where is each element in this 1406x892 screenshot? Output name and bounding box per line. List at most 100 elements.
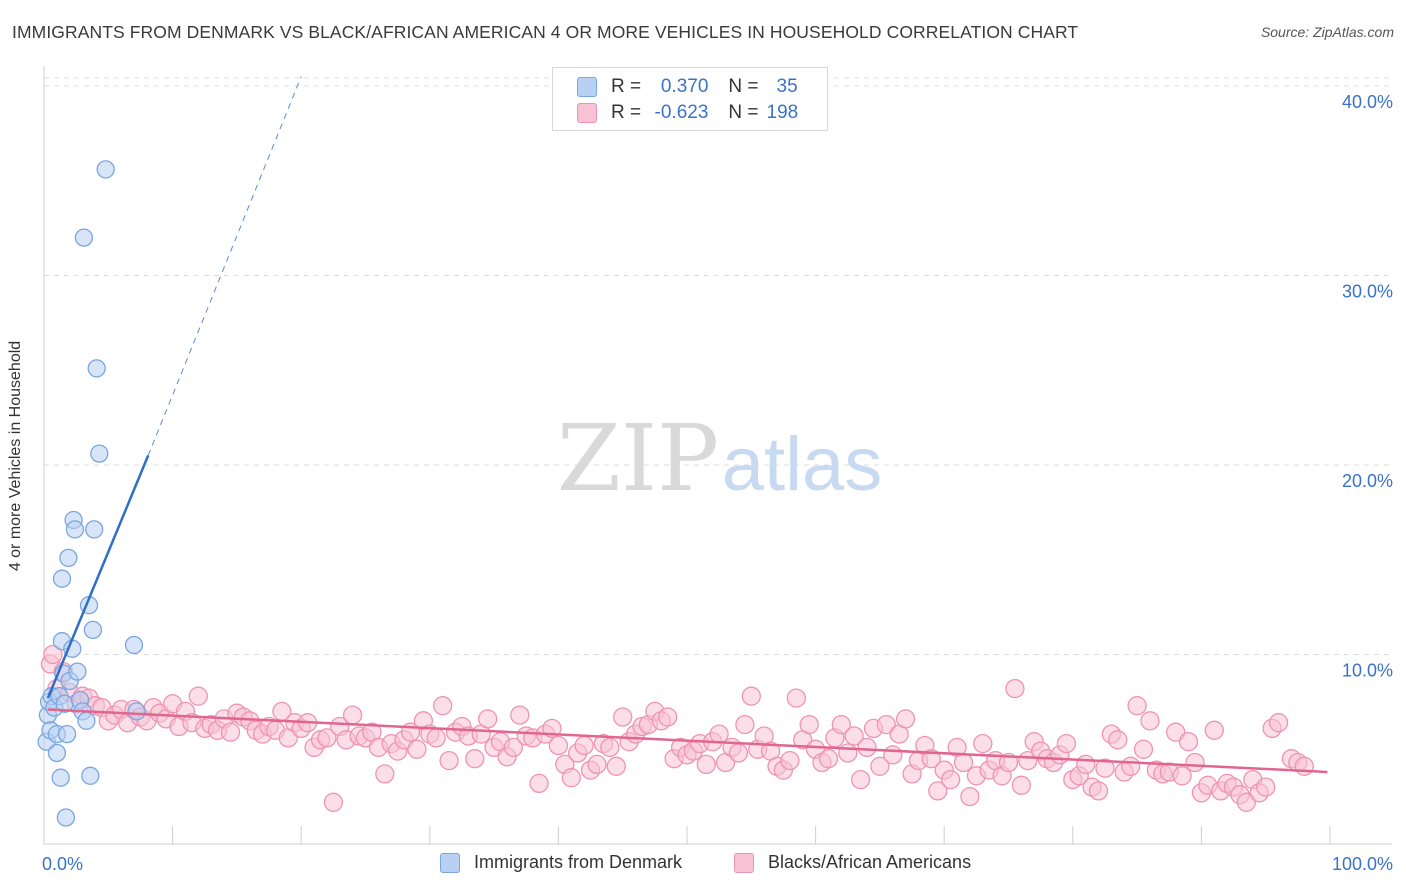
denmark-point-27 (82, 767, 99, 784)
black-point-62 (434, 697, 452, 715)
black-point-119 (800, 716, 818, 734)
black-point-127 (852, 771, 870, 789)
denmark-point-16 (60, 549, 77, 566)
y-tick-label-30: 30.0% (1342, 282, 1393, 302)
denmark-point-13 (54, 570, 71, 587)
black-point-128 (858, 738, 876, 756)
black-point-110 (742, 687, 760, 705)
black-point-179 (1186, 754, 1204, 772)
denmark-point-25 (78, 712, 95, 729)
black-point-69 (479, 710, 497, 728)
black-point-195 (1295, 757, 1313, 775)
black-point-109 (736, 716, 754, 734)
black-point-90 (614, 708, 632, 726)
black-point-132 (884, 746, 902, 764)
black-point-67 (466, 750, 484, 768)
denmark-point-29 (86, 521, 103, 538)
watermark-atlas: atlas (722, 422, 883, 507)
denmark-point-28 (84, 621, 101, 638)
legend-label-denmark: Immigrants from Denmark (474, 852, 682, 873)
black-point-74 (511, 706, 529, 724)
black-point-63 (440, 752, 458, 770)
denmark-point-21 (69, 663, 86, 680)
black-point-29 (222, 723, 240, 741)
legend-label-black: Blacks/African Americans (768, 852, 971, 873)
black-point-178 (1180, 733, 1198, 751)
black-point-103 (697, 755, 715, 773)
watermark: ZIP atlas (557, 405, 882, 512)
black-point-86 (588, 755, 606, 773)
legend-swatch-pink (734, 853, 754, 873)
y-tick-label-10: 10.0% (1342, 661, 1393, 681)
denmark-point-7 (48, 745, 65, 762)
black-point-169 (1122, 757, 1140, 775)
black-point-80 (549, 737, 567, 755)
black-point-162 (1077, 755, 1095, 773)
legend-item-black: Blacks/African Americans (734, 852, 971, 873)
denmark-point-15 (59, 726, 76, 743)
black-point-125 (839, 744, 857, 762)
denmark-point-31 (91, 445, 108, 462)
black-point-190 (1257, 778, 1275, 796)
legend-r-label: R = (611, 102, 641, 124)
black-point-84 (575, 737, 593, 755)
black-point-48 (344, 706, 362, 724)
black-point-164 (1090, 782, 1108, 800)
black-point-152 (1012, 776, 1030, 794)
denmark-point-34 (128, 703, 145, 720)
black-point-89 (607, 757, 625, 775)
legend-r-value: 0.370 (646, 76, 708, 98)
black-point-141 (942, 771, 960, 789)
denmark-point-20 (66, 521, 83, 538)
denmark-point-32 (97, 161, 114, 178)
y-axis-label: 4 or more Vehicles in Household (7, 341, 25, 571)
black-point-182 (1205, 721, 1223, 739)
legend-r-label: R = (611, 76, 641, 98)
trend-line-denmark-extension (148, 77, 301, 456)
legend-swatch-pink (577, 103, 597, 123)
legend-row-black: R = -0.623 N = 198 (577, 101, 798, 125)
black-point-58 (408, 740, 426, 758)
series-blacks-african-americans-points (41, 646, 1313, 812)
legend-n-value: 198 (767, 102, 799, 124)
scatter-chart: ZIP atlas 10.0%20.0%30.0%40.0%0.0% 100.0% (0, 0, 1406, 892)
y-tick-label-20: 20.0% (1342, 471, 1393, 491)
black-point-61 (427, 729, 445, 747)
black-point-134 (897, 710, 915, 728)
denmark-point-30 (88, 360, 105, 377)
black-point-192 (1270, 714, 1288, 732)
denmark-point-33 (126, 637, 143, 654)
denmark-point-9 (52, 769, 69, 786)
watermark-zip: ZIP (557, 405, 719, 512)
black-point-116 (781, 752, 799, 770)
black-point-159 (1057, 735, 1075, 753)
black-point-24 (189, 687, 207, 705)
legend-row-denmark: R = 0.370 N = 35 (577, 75, 798, 99)
black-point-97 (659, 708, 677, 726)
legend-n-label: N = (728, 76, 758, 98)
correlation-legend: R = 0.370 N = 35 R = -0.623 N = 198 (552, 67, 828, 131)
black-point-82 (562, 769, 580, 787)
legend-item-denmark: Immigrants from Denmark (440, 852, 682, 873)
black-point-151 (1006, 680, 1024, 698)
black-point-45 (324, 793, 342, 811)
black-point-172 (1141, 712, 1159, 730)
black-point-77 (530, 774, 548, 792)
grid-lines (44, 78, 1392, 655)
denmark-point-14 (57, 809, 74, 826)
denmark-point-24 (75, 229, 92, 246)
legend-n-label: N = (728, 102, 758, 124)
black-point-171 (1135, 740, 1153, 758)
series-legend: Immigrants from Denmark Blacks/African A… (0, 852, 1406, 876)
legend-r-value: -0.623 (646, 102, 708, 124)
black-point-117 (787, 689, 805, 707)
black-point-53 (376, 765, 394, 783)
black-point-167 (1109, 731, 1127, 749)
black-point-146 (974, 735, 992, 753)
black-point-122 (820, 750, 838, 768)
black-point-108 (729, 744, 747, 762)
legend-swatch-blue (440, 853, 460, 873)
y-tick-label-40: 40.0% (1342, 92, 1393, 112)
legend-n-value: 35 (777, 76, 798, 98)
black-point-170 (1128, 697, 1146, 715)
